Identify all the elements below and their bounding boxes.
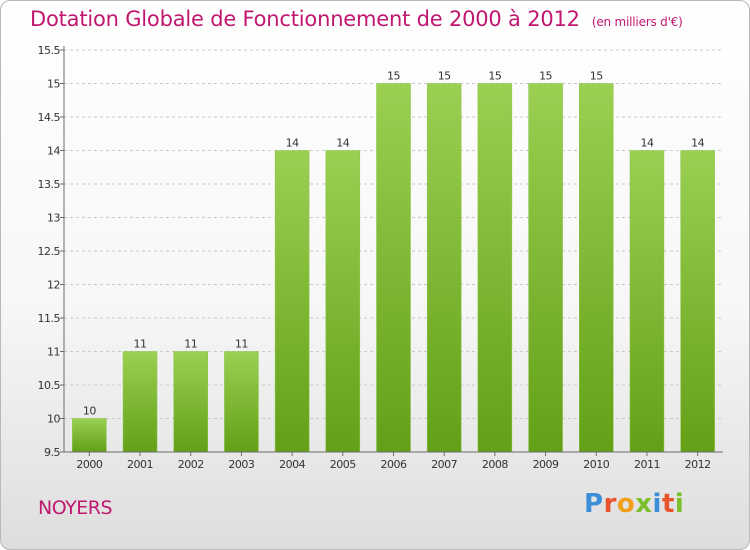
x-tick-label: 2003	[228, 458, 254, 471]
bar-2011	[629, 150, 665, 453]
logo-letter: t	[661, 489, 675, 519]
data-label: 11	[134, 338, 147, 351]
data-label: 15	[438, 70, 451, 83]
bar-2008	[477, 83, 513, 453]
bar-2000	[72, 418, 107, 453]
data-label: 11	[235, 338, 248, 351]
logo-letter: P	[584, 489, 604, 519]
y-tick-label: 11	[47, 346, 60, 359]
bar-2007	[426, 83, 462, 453]
y-tick-label: 14	[47, 145, 60, 158]
bar-2006	[376, 83, 411, 453]
y-tick-label: 14.5	[38, 111, 61, 124]
data-label: 15	[539, 70, 552, 83]
data-label: 10	[83, 405, 96, 418]
y-tick-label: 12.5	[38, 245, 61, 258]
x-tick-label: 2004	[279, 458, 305, 471]
y-tick-label: 13.5	[38, 178, 61, 191]
data-label: 15	[387, 70, 400, 83]
y-tick-label: 11.5	[38, 312, 61, 325]
y-tick-label: 10	[47, 413, 60, 426]
bar-2003	[224, 351, 259, 453]
logo-letter: x	[635, 489, 653, 519]
x-tick-label: 2009	[533, 458, 559, 471]
y-tick-label: 10.5	[38, 379, 61, 392]
x-tick-label: 2002	[178, 458, 204, 471]
x-tick-label: 2007	[431, 458, 457, 471]
data-label: 14	[286, 137, 299, 150]
bar-2009	[528, 83, 563, 453]
proxiti-logo: Proxiti	[584, 489, 684, 519]
y-tick-label: 15.5	[38, 44, 61, 57]
bar-2002	[173, 351, 208, 453]
x-tick-label: 2001	[127, 458, 153, 471]
x-tick-label: 2010	[583, 458, 609, 471]
x-tick-label: 2011	[634, 458, 660, 471]
x-tick-label: 2000	[76, 458, 102, 471]
commune-name: NOYERS	[38, 497, 113, 519]
y-tick-label: 15	[47, 78, 60, 91]
data-label: 15	[590, 70, 603, 83]
x-tick-label: 2008	[482, 458, 508, 471]
logo-letter: i	[674, 489, 685, 519]
data-label: 14	[640, 137, 653, 150]
data-label: 15	[488, 70, 501, 83]
x-tick-label: 2006	[381, 458, 407, 471]
y-tick-label: 12	[47, 279, 60, 292]
data-label: 11	[184, 338, 197, 351]
logo-letter: r	[603, 489, 617, 519]
chart-title: Dotation Globale de Fonctionnement de 20…	[30, 7, 683, 31]
bar-2012	[680, 150, 715, 453]
bar-2004	[274, 150, 310, 453]
chart-title-text: Dotation Globale de Fonctionnement de 20…	[30, 7, 580, 31]
logo-letter: o	[616, 489, 636, 519]
x-tick-label: 2005	[330, 458, 356, 471]
y-tick-label: 13	[47, 212, 60, 225]
logo-letter: i	[652, 489, 662, 519]
bar-2010	[579, 83, 614, 453]
bar-2005	[325, 150, 361, 453]
bar-2001	[122, 351, 158, 453]
x-tick-label: 2012	[685, 458, 711, 471]
data-label: 14	[336, 137, 349, 150]
data-label: 14	[691, 137, 704, 150]
chart-unit: (en milliers d'€)	[591, 15, 683, 29]
y-tick-label: 9.5	[44, 446, 60, 459]
